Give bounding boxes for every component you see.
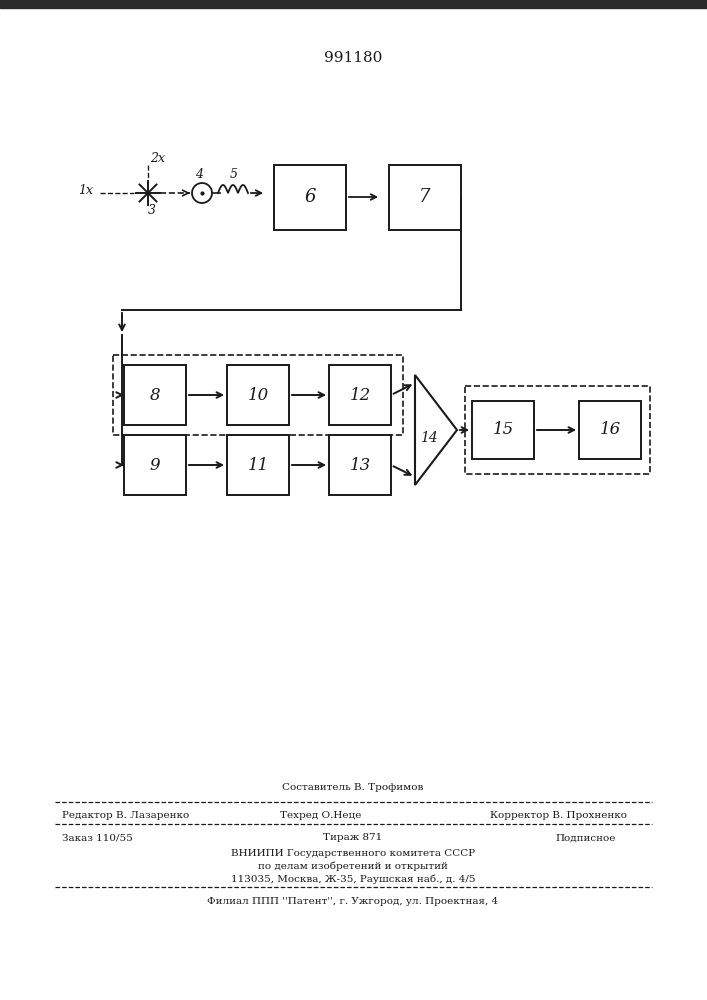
Text: 16: 16 bbox=[600, 422, 621, 438]
Text: 15: 15 bbox=[492, 422, 513, 438]
Text: 4: 4 bbox=[195, 168, 203, 182]
Text: 2х: 2х bbox=[150, 151, 165, 164]
Bar bbox=[124, 435, 186, 495]
Text: 991180: 991180 bbox=[325, 51, 382, 65]
Text: Составитель В. Трофимов: Составитель В. Трофимов bbox=[282, 784, 423, 792]
Text: Корректор В. Прохненко: Корректор В. Прохненко bbox=[490, 810, 627, 820]
Text: 113035, Москва, Ж-35, Раушская наб., д. 4/5: 113035, Москва, Ж-35, Раушская наб., д. … bbox=[230, 874, 475, 884]
Text: 3: 3 bbox=[148, 205, 156, 218]
Text: Подписное: Подписное bbox=[555, 834, 615, 842]
Polygon shape bbox=[415, 375, 457, 485]
Bar bbox=[579, 401, 641, 459]
Text: 5: 5 bbox=[230, 168, 238, 182]
Bar bbox=[472, 401, 534, 459]
Bar bbox=[227, 435, 289, 495]
Text: 9: 9 bbox=[150, 456, 160, 474]
Text: ВНИИПИ Государственного комитета СССР: ВНИИПИ Государственного комитета СССР bbox=[231, 848, 475, 857]
Text: 12: 12 bbox=[349, 386, 370, 403]
Text: 10: 10 bbox=[247, 386, 269, 403]
Bar bbox=[274, 164, 346, 230]
Text: 11: 11 bbox=[247, 456, 269, 474]
Bar bbox=[464, 386, 650, 474]
Bar bbox=[113, 355, 403, 435]
Bar bbox=[124, 365, 186, 425]
Bar bbox=[0, 0, 707, 8]
Text: Филиал ППП ''Патент'', г. Ужгород, ул. Проектная, 4: Филиал ППП ''Патент'', г. Ужгород, ул. П… bbox=[207, 898, 498, 906]
Text: 8: 8 bbox=[150, 386, 160, 403]
Circle shape bbox=[192, 183, 212, 203]
Text: Редактор В. Лазаренко: Редактор В. Лазаренко bbox=[62, 810, 189, 820]
Text: по делам изобретений и открытий: по делам изобретений и открытий bbox=[258, 861, 448, 871]
Text: Тираж 871: Тираж 871 bbox=[323, 834, 382, 842]
Text: 13: 13 bbox=[349, 456, 370, 474]
Text: 7: 7 bbox=[419, 188, 431, 206]
Text: 14: 14 bbox=[420, 431, 438, 445]
Bar bbox=[389, 164, 461, 230]
Bar bbox=[329, 435, 391, 495]
Text: Заказ 110/55: Заказ 110/55 bbox=[62, 834, 133, 842]
Text: Техред О.Неце: Техред О.Неце bbox=[280, 810, 361, 820]
Text: 1х: 1х bbox=[78, 184, 93, 198]
Bar bbox=[329, 365, 391, 425]
Bar bbox=[227, 365, 289, 425]
Text: 6: 6 bbox=[304, 188, 316, 206]
